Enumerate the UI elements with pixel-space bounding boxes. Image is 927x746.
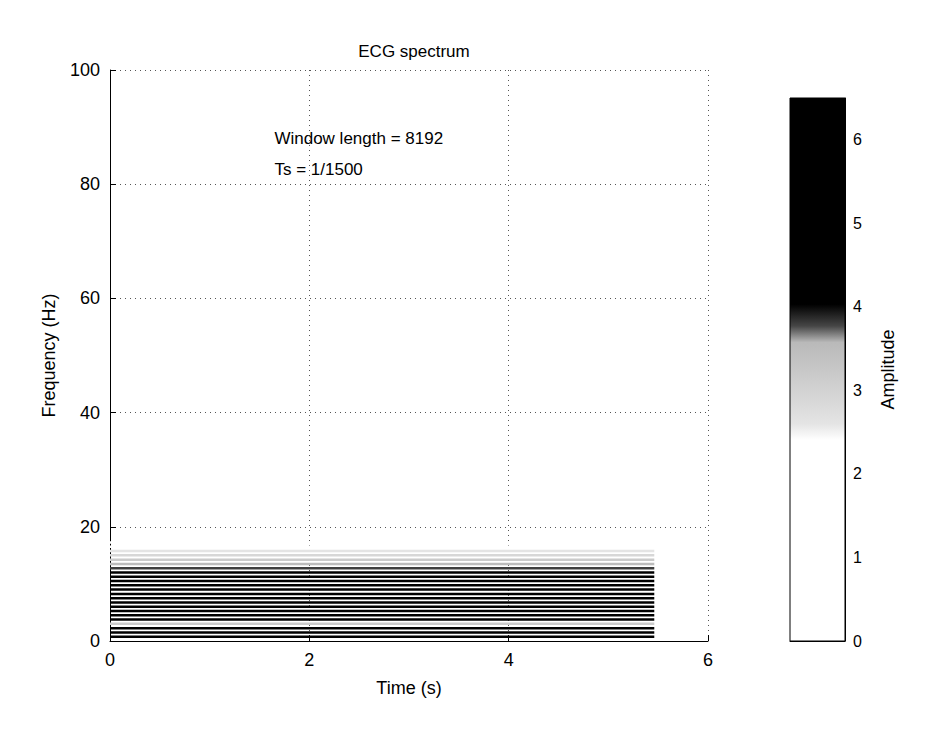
svg-text:4: 4 — [853, 298, 862, 315]
svg-text:Window length = 8192: Window length = 8192 — [274, 129, 443, 148]
svg-text:6: 6 — [703, 650, 713, 670]
svg-text:60: 60 — [80, 288, 100, 308]
svg-text:40: 40 — [80, 403, 100, 423]
svg-text:Ts = 1/1500: Ts = 1/1500 — [274, 160, 362, 179]
svg-text:6: 6 — [853, 131, 862, 148]
svg-text:100: 100 — [70, 60, 100, 80]
svg-text:0: 0 — [90, 631, 100, 651]
svg-text:2: 2 — [853, 465, 862, 482]
svg-text:Time (s): Time (s) — [376, 678, 441, 698]
svg-text:2: 2 — [304, 650, 314, 670]
svg-text:ECG spectrum: ECG spectrum — [358, 42, 469, 61]
svg-text:3: 3 — [853, 382, 862, 399]
svg-text:0: 0 — [853, 633, 862, 650]
svg-text:Frequency (Hz): Frequency (Hz) — [39, 293, 59, 417]
svg-text:5: 5 — [853, 215, 862, 232]
svg-text:Amplitude: Amplitude — [878, 329, 898, 409]
svg-text:0: 0 — [105, 650, 115, 670]
svg-text:1: 1 — [853, 549, 862, 566]
svg-text:4: 4 — [504, 650, 514, 670]
svg-text:20: 20 — [80, 517, 100, 537]
svg-text:80: 80 — [80, 174, 100, 194]
